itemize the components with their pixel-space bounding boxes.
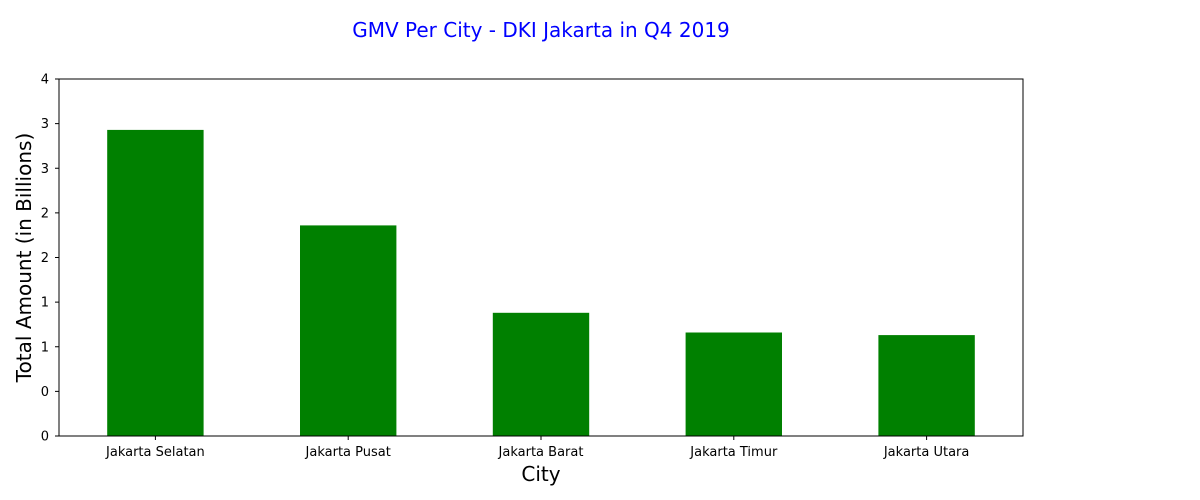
bar-jakarta-utara xyxy=(878,335,975,436)
bar-jakarta-timur xyxy=(685,332,782,436)
x-tick-label: Jakarta Barat xyxy=(498,445,584,460)
x-tick-label: Jakarta Selatan xyxy=(105,445,205,460)
y-tick-label: 1 xyxy=(41,296,49,311)
chart-title: GMV Per City - DKI Jakarta in Q4 2019 xyxy=(352,18,730,42)
y-axis-label: Total Amount (in Billions) xyxy=(12,133,36,384)
y-tick-label: 2 xyxy=(41,206,49,221)
x-axis-ticks: Jakarta Selatan Jakarta Pusat Jakarta Bara… xyxy=(105,436,969,460)
y-tick-label: 1 xyxy=(41,340,49,355)
y-tick-label: 0 xyxy=(41,385,49,400)
y-tick-label: 4 xyxy=(41,73,49,88)
bar-jakarta-barat xyxy=(492,312,590,436)
bar-jakarta-selatan xyxy=(107,129,204,436)
x-tick-label: Jakarta Timur xyxy=(689,445,778,460)
y-tick-label: 2 xyxy=(41,251,49,266)
x-axis-label: City xyxy=(521,462,560,486)
x-tick-label: Jakarta Pusat xyxy=(305,445,391,460)
bars xyxy=(107,129,975,436)
y-tick-label: 3 xyxy=(41,117,49,132)
bar-jakarta-pusat xyxy=(300,225,397,436)
y-tick-label: 0 xyxy=(41,430,49,445)
x-tick-label: Jakarta Utara xyxy=(883,445,970,460)
y-axis-ticks: 0 0 1 1 2 2 3 3 4 xyxy=(41,73,59,445)
y-tick-label: 3 xyxy=(41,162,49,177)
